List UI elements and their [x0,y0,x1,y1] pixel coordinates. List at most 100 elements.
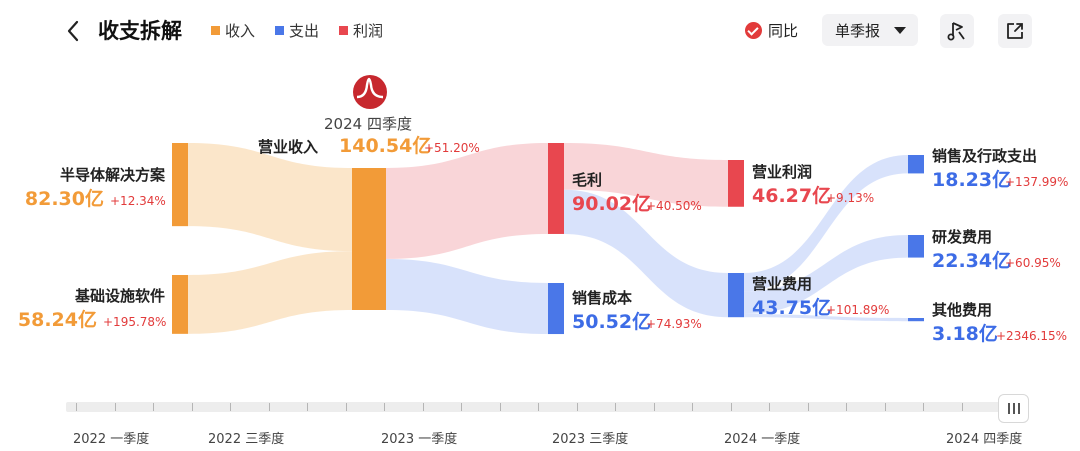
company-logo [353,75,387,109]
timeline-label[interactable]: 2024 四季度 [946,432,1023,447]
period-caption: 2024 四季度 [324,115,412,133]
node-label-semi: 半导体解决方案 [60,166,166,184]
timeline-label[interactable]: 2023 三季度 [552,432,629,447]
timeline-tick [384,403,385,411]
timeline-tick [961,403,963,411]
node-yoy-revenue: +51.20% [424,141,480,155]
node-label-infra: 基础设施软件 [74,287,165,305]
legend-expense-swatch [275,26,285,35]
yoy-toggle[interactable]: 同比 [745,20,798,41]
timeline-tick [153,403,154,411]
node-value-infra: 58.24亿 [18,308,97,331]
timeline-tick [730,403,732,411]
share-button[interactable] [998,14,1032,48]
timeline-tick [692,403,693,411]
timeline-tick [76,403,77,411]
sankey-node-infra[interactable] [172,275,188,334]
timeline-tick [461,403,462,411]
timeline-tick [268,403,270,411]
music-note-button[interactable] [940,14,974,48]
node-label-revenue: 营业收入 [258,138,318,156]
page-title: 收支拆解 [98,19,182,43]
node-value-opex: 43.75亿 [752,296,831,319]
caret-down-icon [894,27,906,34]
node-yoy-opex: +101.89% [826,303,889,317]
node-yoy-other: +2346.15% [996,329,1067,343]
sankey-link-gross-opex [564,189,728,318]
sankey-link-semi-revenue [188,143,352,252]
node-value-revenue: 140.54亿 [339,134,431,157]
grip-icon [1017,403,1020,414]
legend-income-label: 收入 [225,22,256,40]
sankey-chart: 2024 四季度 半导体解决方案 82.30亿 +12.34% 基础设施软件 58.24… [18,75,1069,345]
music-note-icon [947,22,965,41]
sankey-node-gross[interactable] [548,143,564,234]
check-circle-icon [745,22,762,39]
grip-icon [1012,403,1015,414]
timeline-label[interactable]: 2022 三季度 [208,432,285,447]
sankey-node-semi[interactable] [172,143,188,227]
legend-income-swatch [211,26,220,35]
timeline-label[interactable]: 2022 一季度 [73,432,150,447]
sankey-link-opex-other [744,313,908,322]
node-yoy-infra: +195.78% [103,315,166,329]
sankey-link-opex-sga [744,155,908,292]
timeline-tick [615,403,616,411]
node-yoy-sga: +137.99% [1005,175,1068,189]
node-yoy-semi: +12.34% [110,194,166,208]
legend-expense: 支出 [275,20,319,41]
timeline-tick [884,403,886,411]
legend-income: 收入 [211,20,255,41]
node-value-cogs: 50.52亿 [572,310,651,333]
timeline-tick [538,403,539,411]
timeline-label[interactable]: 2024 一季度 [724,432,801,447]
sankey-node-opprofit[interactable] [728,160,744,207]
period-label: 单季报 [835,21,881,40]
timeline-handle[interactable] [998,394,1029,423]
yoy-label: 同比 [768,22,799,40]
timeline-tick [923,403,924,411]
timeline-tick [345,403,347,411]
period-dropdown[interactable]: 单季报 [822,14,918,46]
node-label-gross: 毛利 [572,171,602,189]
node-label-other: 其他费用 [932,301,992,319]
legend-expense-label: 支出 [289,22,320,40]
sankey-labels: 半导体解决方案 82.30亿 +12.34% 基础设施软件 58.24亿 +195.78%… [18,134,1069,345]
timeline-label[interactable]: 2023 一季度 [381,432,458,447]
back-arrow-icon[interactable] [62,18,86,44]
sankey-node-rd[interactable] [908,235,924,258]
share-external-icon [1007,23,1023,39]
node-label-cogs: 销售成本 [572,289,632,307]
sankey-node-opex[interactable] [728,273,744,318]
node-value-sga: 18.23亿 [932,168,1011,191]
sankey-node-cogs[interactable] [548,283,564,335]
sankey-links [188,143,908,335]
timeline-tick [499,403,501,411]
timeline-tick [114,403,116,411]
node-value-semi: 82.30亿 [25,187,104,210]
timeline-track[interactable] [66,402,1001,412]
node-label-opex: 营业费用 [752,275,812,293]
node-yoy-opprofit: +9.13% [826,191,874,205]
timeline-tick [576,403,578,411]
node-value-rd: 22.34亿 [932,249,1011,272]
legend-profit-label: 利润 [353,22,384,40]
sankey-node-revenue[interactable] [352,168,386,310]
timeline-tick [422,403,424,411]
node-value-gross: 90.02亿 [572,192,651,215]
timeline-tick [307,403,308,411]
sankey-link-gross-opprofit [564,143,728,207]
node-value-opprofit: 46.27亿 [752,184,831,207]
legend: 收入 支出 利润 [211,20,383,41]
legend-profit-swatch [339,26,349,35]
sankey-link-opex-rd [744,235,908,314]
sankey-node-other[interactable] [908,318,924,322]
legend-profit: 利润 [339,20,383,41]
sankey-link-revenue-cogs [386,258,548,335]
timeline-tick [191,403,193,411]
timeline-tick [230,403,231,411]
node-yoy-cogs: +74.93% [646,317,702,331]
node-yoy-rd: +60.95% [1005,256,1061,270]
sankey-link-revenue-gross [386,143,548,259]
sankey-node-sga[interactable] [908,155,924,174]
